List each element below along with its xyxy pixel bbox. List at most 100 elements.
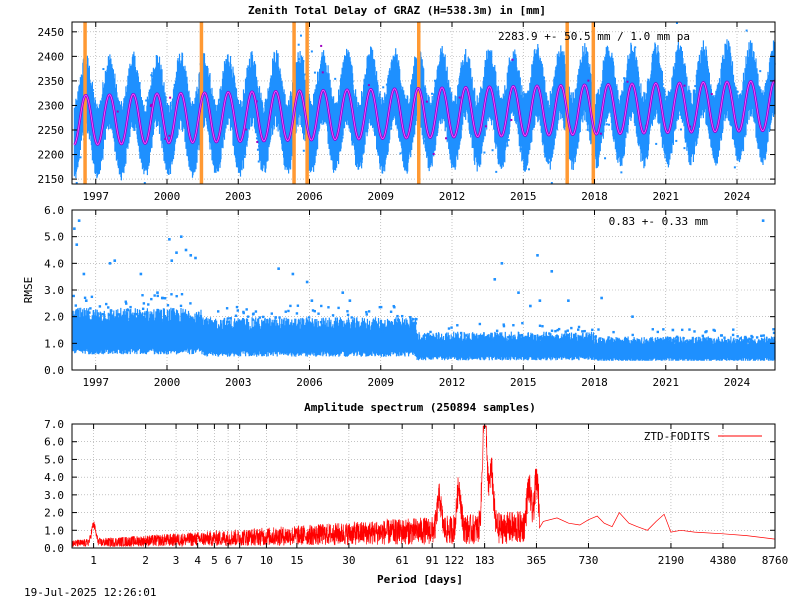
rmse-point xyxy=(655,339,658,343)
rmse-point xyxy=(513,340,516,344)
ztd-raw-point xyxy=(150,103,153,106)
spectrum-x-tick-label: 2 xyxy=(142,554,149,567)
rmse-point xyxy=(156,319,160,323)
ztd-raw-point xyxy=(542,77,545,80)
rmse-outlier xyxy=(175,251,178,254)
rmse-point xyxy=(713,329,716,332)
ztd-raw-point xyxy=(351,80,354,83)
ztd-raw-point xyxy=(634,46,637,49)
rmse-point xyxy=(400,314,404,318)
spectrum-y-tick-label: 4.0 xyxy=(44,471,64,484)
rmse-outlier xyxy=(538,299,542,302)
ztd-raw-point xyxy=(390,127,393,130)
rmse-point xyxy=(570,326,573,330)
ztd-raw-point xyxy=(604,157,607,160)
ztd-raw-point xyxy=(407,104,410,107)
ztd-raw-point xyxy=(601,90,604,93)
rmse-point xyxy=(626,338,629,342)
rmse-point xyxy=(557,327,561,331)
ztd-raw-point xyxy=(689,125,692,128)
ztd-raw-point xyxy=(534,61,537,64)
ztd-model-series xyxy=(73,79,776,146)
rmse-point xyxy=(125,302,128,305)
rmse-point xyxy=(107,313,111,316)
rmse-band xyxy=(72,307,776,361)
rmse-y-ticks: 0.0 1.0 2.0 3.0 4.0 5.0 6.0 xyxy=(44,204,775,377)
rmse-point xyxy=(270,312,273,315)
rmse-y-label: RMSE xyxy=(22,277,35,304)
spectrum-x-tick-label: 3 xyxy=(173,554,180,567)
rmse-point xyxy=(490,340,493,344)
ztd-raw-point xyxy=(568,110,571,113)
spectrum-x-tick-label: 4380 xyxy=(710,554,737,567)
rmse-point xyxy=(74,304,78,307)
rmse-point xyxy=(494,340,497,343)
ztd-panel: Zenith Total Delay of GRAZ (H=538.3m) in… xyxy=(38,4,776,203)
rmse-outlier xyxy=(305,280,309,284)
rmse-outlier xyxy=(194,256,197,260)
spectrum-x-tick-label: 8760 xyxy=(762,554,789,567)
rmse-point xyxy=(159,311,162,315)
rmse-point xyxy=(123,319,126,323)
spectrum-x-label: Period [days] xyxy=(377,573,463,586)
rmse-point xyxy=(234,314,238,317)
rmse-x-tick-label: 2003 xyxy=(225,376,252,389)
rmse-outlier xyxy=(139,272,143,276)
rmse-point xyxy=(105,302,108,306)
rmse-point xyxy=(429,330,432,334)
rmse-outlier xyxy=(84,299,88,302)
rmse-point xyxy=(736,335,739,338)
rmse-y-tick-label: 1.0 xyxy=(44,337,64,350)
rmse-point xyxy=(99,312,102,316)
ztd-raw-point xyxy=(532,107,535,110)
rmse-point xyxy=(547,335,550,339)
ztd-raw-point xyxy=(599,132,602,135)
ztd-raw-point xyxy=(771,90,774,93)
rmse-point xyxy=(566,329,569,332)
ztd-raw-point xyxy=(429,138,432,141)
ztd-raw-point xyxy=(694,85,697,88)
ztd-raw-point xyxy=(186,108,189,111)
rmse-point xyxy=(755,336,759,339)
rmse-point xyxy=(206,320,209,324)
ztd-raw-point xyxy=(289,112,292,115)
ztd-raw-point xyxy=(741,135,744,138)
ztd-raw-point xyxy=(82,82,85,85)
ztd-raw-point xyxy=(695,74,698,77)
ztd-raw-point xyxy=(311,143,314,146)
ztd-raw-point xyxy=(663,135,666,138)
rmse-point xyxy=(372,325,375,329)
rmse-point xyxy=(329,324,332,327)
ztd-raw-point xyxy=(232,74,235,77)
rmse-y-tick-label: 5.0 xyxy=(44,231,64,244)
ztd-raw-point xyxy=(523,140,526,143)
ztd-raw-point xyxy=(608,123,611,126)
rmse-point xyxy=(719,341,723,345)
ztd-raw-point xyxy=(147,102,150,105)
rmse-point xyxy=(365,313,368,316)
ztd-raw-point xyxy=(458,96,461,99)
ztd-raw-point xyxy=(243,155,246,158)
spectrum-x-tick-label: 730 xyxy=(579,554,599,567)
ztd-raw-point xyxy=(137,101,140,104)
spectrum-y-tick-label: 2.0 xyxy=(44,507,64,520)
rmse-point xyxy=(548,332,551,335)
ztd-raw-point xyxy=(626,80,629,83)
rmse-point xyxy=(227,317,230,320)
rmse-point xyxy=(490,332,493,336)
ztd-raw-point xyxy=(75,182,78,184)
rmse-point xyxy=(675,335,679,339)
ztd-raw-point xyxy=(399,152,402,155)
ztd-raw-point xyxy=(449,138,452,141)
rmse-point xyxy=(153,294,156,297)
ztd-y-tick-label: 2400 xyxy=(38,50,65,63)
rmse-point xyxy=(225,307,229,310)
spectrum-y-tick-label: 6.0 xyxy=(44,436,64,449)
rmse-point xyxy=(397,318,400,322)
rmse-point xyxy=(594,343,597,347)
rmse-x-tick-label: 2012 xyxy=(439,376,466,389)
rmse-point xyxy=(184,322,188,326)
rmse-point xyxy=(242,322,246,325)
ztd-raw-point xyxy=(506,144,509,147)
ztd-raw-point xyxy=(567,102,570,105)
